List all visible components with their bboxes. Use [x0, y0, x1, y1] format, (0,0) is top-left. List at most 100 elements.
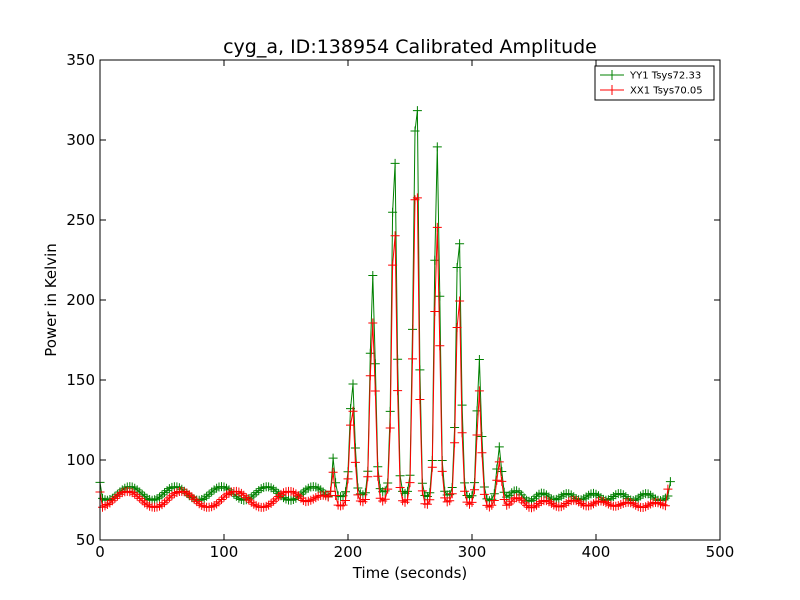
data-point-marker — [380, 494, 390, 504]
data-point-marker — [497, 467, 507, 476]
data-point-marker — [100, 501, 110, 511]
data-point-marker — [350, 443, 360, 453]
data-point-marker — [484, 502, 494, 512]
data-point-marker — [425, 495, 435, 505]
series-layer — [95, 106, 675, 513]
legend-entry-yy1: YY1 Tsys72.33 — [600, 70, 701, 82]
data-point-marker — [360, 495, 370, 504]
y-tick-label: 150 — [66, 371, 95, 389]
data-point-marker — [383, 484, 393, 494]
data-point-marker — [452, 323, 462, 332]
x-axis-label: Time (seconds) — [352, 564, 468, 582]
data-point-marker — [212, 483, 222, 493]
data-point-marker — [187, 492, 197, 502]
legend-box — [594, 65, 715, 101]
y-axis-label: Power in Kelvin — [42, 243, 60, 357]
data-point-marker — [457, 428, 467, 438]
legend-marker-xx1 — [607, 85, 617, 95]
data-point-marker — [477, 432, 487, 441]
data-point-marker — [499, 495, 509, 504]
data-point-marker — [534, 498, 544, 508]
data-point-marker — [348, 406, 358, 416]
data-point-marker — [236, 488, 246, 498]
data-point-marker — [311, 493, 321, 503]
data-point-marker — [224, 488, 234, 498]
data-point-marker — [608, 492, 618, 501]
data-point-marker — [546, 498, 556, 508]
data-point-marker — [311, 482, 321, 492]
data-point-marker — [390, 158, 400, 168]
data-point-marker — [460, 486, 470, 496]
data-point-marker — [479, 489, 489, 499]
data-point-marker — [390, 231, 400, 241]
data-point-marker — [373, 471, 383, 481]
data-point-marker — [412, 106, 422, 116]
data-point-marker — [412, 193, 422, 203]
data-point-marker — [365, 371, 375, 381]
data-point-marker — [274, 492, 284, 501]
axes-ticks: 0 100 200 300 400 500 50 100 150 200 250 300 350 — [66, 51, 734, 561]
data-point-marker — [477, 448, 487, 458]
data-point-marker — [584, 501, 594, 511]
data-point-marker — [370, 386, 380, 396]
series-xx1 — [95, 193, 673, 513]
data-point-marker — [534, 489, 544, 499]
y-tick-label: 250 — [66, 211, 95, 229]
data-point-marker — [368, 271, 378, 280]
data-point-marker — [435, 291, 445, 301]
data-point-marker — [410, 195, 420, 205]
data-point-marker — [112, 491, 122, 501]
data-point-marker — [261, 501, 271, 511]
legend-marker-yy1 — [607, 70, 617, 80]
data-point-marker — [494, 457, 504, 467]
data-point-marker — [571, 496, 581, 506]
data-point-marker — [249, 490, 259, 500]
data-point-marker — [559, 500, 569, 510]
data-point-marker — [162, 495, 172, 505]
data-point-marker — [363, 472, 373, 482]
data-point-marker — [328, 453, 338, 463]
x-tick-label: 500 — [706, 543, 735, 561]
data-point-marker — [388, 260, 398, 270]
data-point-marker — [403, 486, 412, 496]
data-point-marker — [663, 484, 673, 494]
data-point-marker — [633, 493, 643, 503]
legend: YY1 Tsys72.33 XX1 Tsys70.05 — [594, 65, 715, 101]
data-point-marker — [435, 341, 445, 351]
data-point-marker — [455, 239, 465, 249]
data-point-marker — [432, 222, 442, 232]
data-point-marker — [660, 501, 670, 511]
y-tick-label: 350 — [66, 51, 95, 69]
data-point-marker — [298, 487, 308, 497]
data-point-marker — [474, 386, 484, 396]
data-point-marker — [487, 500, 497, 510]
data-point-marker — [350, 457, 360, 467]
data-point-marker — [430, 307, 440, 316]
data-point-marker — [427, 462, 437, 472]
data-point-marker — [494, 442, 504, 452]
data-point-marker — [365, 348, 375, 358]
x-tick-label: 0 — [95, 543, 105, 561]
data-point-marker — [393, 386, 403, 396]
data-point-marker — [437, 466, 447, 476]
legend-label-yy1: YY1 Tsys72.33 — [629, 71, 701, 82]
y-tick-label: 300 — [66, 131, 95, 149]
data-point-marker — [450, 438, 460, 448]
x-tick-label: 300 — [458, 543, 487, 561]
data-point-marker — [395, 483, 405, 492]
data-point-marker — [445, 496, 455, 506]
data-point-marker — [492, 475, 502, 485]
data-point-marker — [455, 296, 465, 306]
data-point-marker — [385, 423, 395, 433]
data-point-marker — [353, 490, 363, 500]
data-point-marker — [403, 495, 412, 505]
y-tick-label: 50 — [76, 531, 95, 549]
data-point-marker — [398, 496, 408, 506]
data-point-marker — [432, 142, 442, 152]
data-point-marker — [137, 496, 147, 506]
data-point-marker — [452, 263, 462, 272]
data-point-marker — [646, 499, 656, 509]
data-point-marker — [646, 490, 656, 500]
data-point-marker — [522, 500, 532, 510]
